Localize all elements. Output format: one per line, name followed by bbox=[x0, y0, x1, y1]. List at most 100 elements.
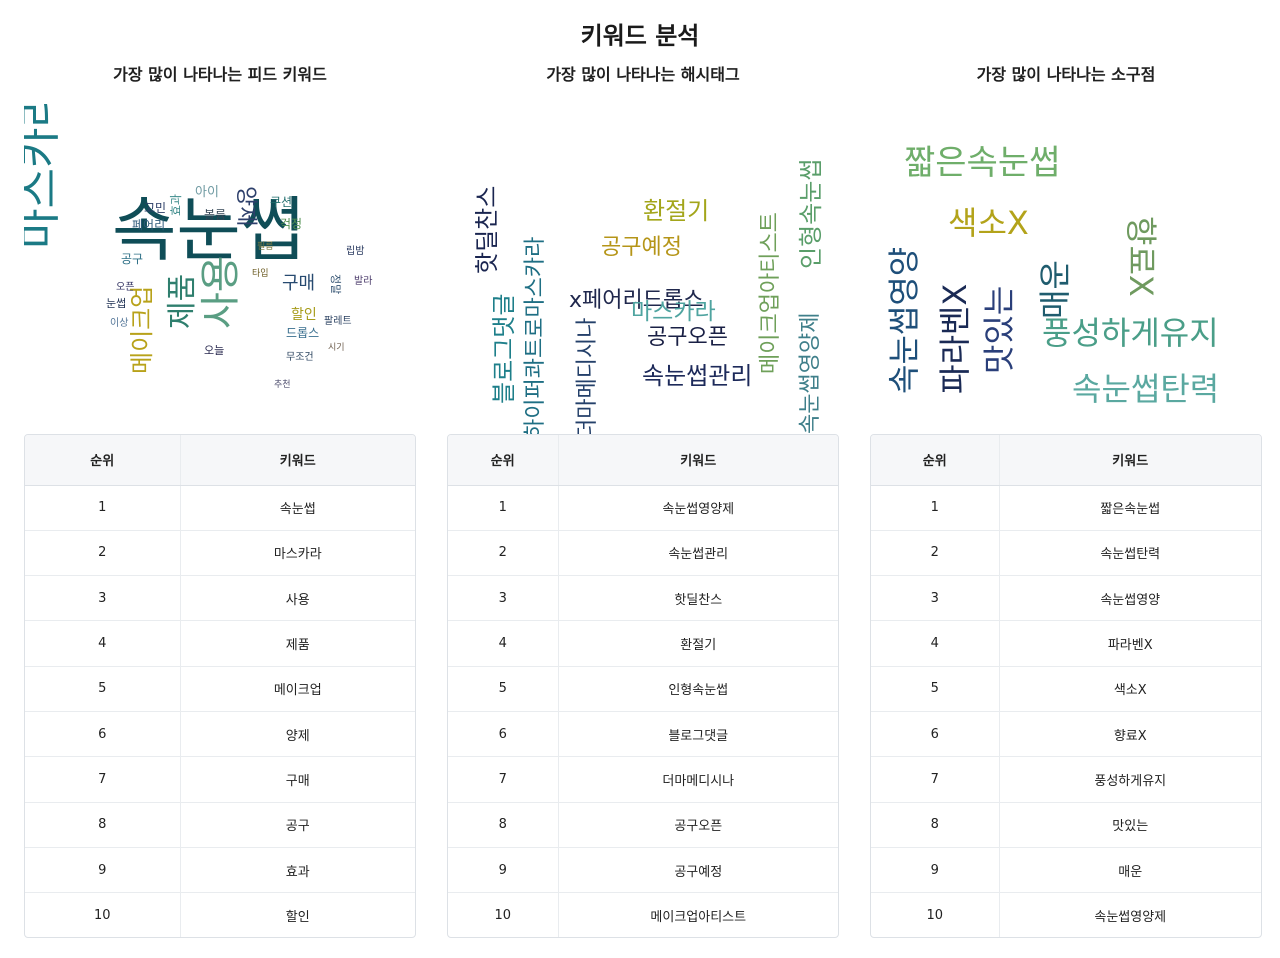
keyword-cell: 속눈썹영양제 bbox=[1094, 910, 1167, 926]
rank-cell: 9 bbox=[871, 847, 1000, 894]
wordcloud-word: 발라 bbox=[354, 275, 372, 287]
table-row: 8 공구 bbox=[25, 802, 415, 848]
keyword-cell: 양제 bbox=[180, 711, 415, 758]
wordcloud-word: 볼륨 bbox=[204, 208, 226, 222]
wordcloud-word: 구매 bbox=[282, 273, 315, 294]
rank-cell: 4 bbox=[25, 620, 181, 667]
wordcloud-word: 사용 bbox=[198, 255, 244, 329]
keyword-cell: 속눈썹탄력 bbox=[999, 530, 1261, 577]
wordcloud-word: 파라벤X bbox=[936, 284, 974, 394]
section-title: 가장 많이 나타나는 해시태그 bbox=[546, 65, 740, 84]
wordcloud-word: 마스카라 bbox=[24, 104, 65, 249]
rank-cell: 9 bbox=[25, 847, 181, 894]
keyword-cell: 사용 bbox=[180, 575, 415, 622]
wordcloud-word: 필름 bbox=[257, 240, 274, 252]
keyword-cell: 짧은속눈썹 bbox=[999, 485, 1261, 531]
table-row: 2 속눈썹탄력 bbox=[871, 530, 1261, 577]
rank-cell: 5 bbox=[448, 666, 559, 712]
wordcloud-word: 마스카라 bbox=[631, 299, 716, 325]
keyword-cell: 파라벤X bbox=[999, 620, 1261, 667]
rank-cell: 3 bbox=[25, 575, 181, 622]
table-row: 7 풍성하게유지 bbox=[871, 756, 1261, 803]
table-row: 2 속눈썹관리 bbox=[448, 530, 838, 577]
table-row: 3 사용 bbox=[25, 575, 415, 622]
keyword-cell: 마스카라 bbox=[180, 530, 415, 577]
wordcloud-word: 공구오픈 bbox=[647, 325, 728, 350]
wordcloud-word: 오늘 bbox=[204, 344, 224, 357]
keyword-cell: 효과 bbox=[180, 847, 415, 894]
table-row: 5 색소X bbox=[871, 666, 1261, 712]
wordcloud-word: 립밤 bbox=[346, 244, 364, 257]
rank-cell: 1 bbox=[871, 485, 1000, 531]
keyword-cell: 할인 bbox=[285, 910, 310, 926]
wordcloud-word: 눈썹 bbox=[106, 297, 126, 310]
keyword-cell: 속눈썹영양 bbox=[999, 575, 1261, 622]
wordcloud-word: 무조건 bbox=[286, 351, 314, 363]
wordcloud-word: 속눈썹 bbox=[112, 189, 305, 271]
appeal-point-wordcloud: 짧은속눈썹 색소X 속눈썹영양 파라벤X 맛있는 매운 향료X 풍성하게유지 속눈썹탄력 bbox=[870, 104, 1262, 434]
table-row: 5 인형속눈썹 bbox=[448, 666, 838, 712]
wordcloud-word: 더마메디시나 bbox=[575, 318, 600, 434]
wordcloud-word: 속눈썹영양 bbox=[885, 247, 923, 394]
section-title: 가장 많이 나타나는 피드 키워드 bbox=[113, 65, 327, 84]
table-row: 1 짧은속눈썹 bbox=[871, 485, 1261, 531]
rank-cell: 4 bbox=[871, 620, 1000, 667]
rank-cell: 7 bbox=[448, 756, 559, 803]
appeal-point-section: 가장 많이 나타나는 소구점 짧은속눈썹 색소X 속눈썹영양 파라벤X 맛있는 매운 향료X… bbox=[870, 60, 1262, 938]
keyword-cell: 공구 bbox=[180, 802, 415, 848]
rank-cell: 6 bbox=[448, 711, 559, 758]
keyword-cell: 블로그댓글 bbox=[558, 711, 838, 758]
keyword-cell: 더마메디시나 bbox=[558, 756, 838, 803]
wordcloud-word: 드롭스 bbox=[286, 326, 319, 340]
wordcloud-word: 공구예정 bbox=[601, 235, 682, 260]
rank-cell: 9 bbox=[448, 847, 559, 894]
table-row: 9 매운 bbox=[871, 847, 1261, 894]
appeal-point-table: 순위 키워드 1 짧은속눈썹 2 속눈썹탄력 3 속눈썹영양 4 파라벤X 5 색소X 6 향료X 7 풍… bbox=[870, 434, 1262, 938]
wordcloud-word: 메이크업아티스트 bbox=[758, 212, 783, 374]
table-row: 4 환절기 bbox=[448, 620, 838, 667]
rank-cell: 3 bbox=[871, 575, 1000, 622]
keyword-cell: 속눈썹관리 bbox=[558, 530, 838, 577]
rank-cell: 10 bbox=[871, 892, 1000, 937]
rank-cell: 1 bbox=[25, 485, 181, 531]
table-row: 8 공구오픈 bbox=[448, 802, 838, 848]
rank-cell: 2 bbox=[448, 530, 559, 577]
rank-cell: 1 bbox=[448, 485, 559, 531]
hashtag-section: 가장 많이 나타나는 해시태그 속눈썹영양제 속눈썹관리 핫딜찬스 환절기 인형속눈썹 블… bbox=[447, 60, 839, 938]
table-row: 10 속눈썹영양제 bbox=[871, 892, 1261, 937]
table-row: 1 속눈썹영양제 bbox=[448, 485, 838, 531]
wordcloud-word: 속눈썹탄력 bbox=[1072, 370, 1219, 408]
wordcloud-word: 할인 bbox=[291, 307, 317, 323]
rank-cell: 7 bbox=[871, 756, 1000, 803]
table-header-row: 순위 키워드 bbox=[871, 435, 1261, 486]
wordcloud-word: 쿠션 bbox=[270, 195, 292, 209]
keyword-header: 키워드 bbox=[180, 435, 415, 486]
table-row: 10 메이크업아티스트 bbox=[448, 892, 838, 937]
keyword-header: 키워드 bbox=[558, 435, 838, 486]
rank-cell: 4 bbox=[448, 620, 559, 667]
rank-cell: 5 bbox=[25, 666, 181, 712]
rank-cell: 6 bbox=[25, 711, 181, 758]
wordcloud-word: 양제 bbox=[233, 186, 258, 226]
keyword-cell: 메이크업아티스트 bbox=[650, 910, 747, 926]
wordcloud-word: 매운 bbox=[1036, 260, 1074, 319]
keyword-cell: 인형속눈썹 bbox=[558, 666, 838, 712]
table-header-row: 순위 키워드 bbox=[25, 435, 415, 486]
table-row: 5 메이크업 bbox=[25, 666, 415, 712]
table-row: 1 속눈썹 bbox=[25, 485, 415, 531]
wordcloud-word: 오픈 bbox=[116, 281, 134, 293]
keyword-cell: 환절기 bbox=[558, 620, 838, 667]
wordcloud-word: 시기 bbox=[328, 342, 345, 353]
wordcloud-word: 페어리 bbox=[132, 218, 165, 232]
wordcloud-word: 블로그댓글 bbox=[490, 294, 518, 404]
hashtag-wordcloud: 속눈썹영양제 속눈썹관리 핫딜찬스 환절기 인형속눈썹 블로그댓글 더마메디시나 공구오픈 공구… bbox=[447, 104, 839, 434]
wordcloud-word: 고민 bbox=[144, 201, 166, 215]
keyword-cell: 공구예정 bbox=[558, 847, 838, 894]
rank-cell: 7 bbox=[25, 756, 181, 803]
keyword-cell: 속눈썹영양제 bbox=[558, 485, 838, 531]
feed-keyword-table: 순위 키워드 1 속눈썹 2 마스카라 3 사용 4 제품 5 메이크업 6 양제 7 구매 8 공구 9 효과 1… bbox=[24, 434, 416, 938]
